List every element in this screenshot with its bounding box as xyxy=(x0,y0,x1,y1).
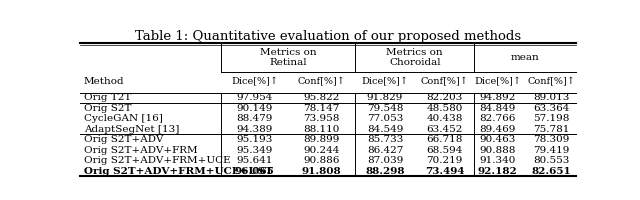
Text: 48.580: 48.580 xyxy=(426,104,463,113)
Text: Dice[%]↑: Dice[%]↑ xyxy=(231,77,278,86)
Text: 80.553: 80.553 xyxy=(533,156,570,165)
Text: Dice[%]↑: Dice[%]↑ xyxy=(362,77,408,86)
Text: 82.766: 82.766 xyxy=(479,114,516,123)
Text: Conf[%]↑: Conf[%]↑ xyxy=(298,77,346,86)
Text: 89.469: 89.469 xyxy=(479,125,516,134)
Text: 79.419: 79.419 xyxy=(533,146,570,155)
Text: 92.182: 92.182 xyxy=(477,167,518,176)
Text: 73.958: 73.958 xyxy=(303,114,340,123)
Text: 86.427: 86.427 xyxy=(367,146,403,155)
Text: 89.013: 89.013 xyxy=(533,93,570,102)
Text: mean: mean xyxy=(511,53,540,62)
Text: 85.733: 85.733 xyxy=(367,135,403,144)
Text: 90.886: 90.886 xyxy=(303,156,340,165)
Text: Orig S2T+ADV+FRM+UCE+UST: Orig S2T+ADV+FRM+UCE+UST xyxy=(84,167,273,176)
Text: Conf[%]↑: Conf[%]↑ xyxy=(420,77,468,86)
Text: Dice[%]↑: Dice[%]↑ xyxy=(474,77,521,86)
Text: 94.389: 94.389 xyxy=(236,125,273,134)
Text: Conf[%]↑: Conf[%]↑ xyxy=(527,77,575,86)
Text: 57.198: 57.198 xyxy=(533,114,570,123)
Text: Metrics on
Retinal: Metrics on Retinal xyxy=(260,48,317,67)
Text: 84.849: 84.849 xyxy=(479,104,516,113)
Text: 91.340: 91.340 xyxy=(479,156,516,165)
Text: 91.829: 91.829 xyxy=(367,93,403,102)
Text: 95.641: 95.641 xyxy=(236,156,273,165)
Text: Orig S2T+ADV: Orig S2T+ADV xyxy=(84,135,163,144)
Text: 78.147: 78.147 xyxy=(303,104,340,113)
Text: 88.298: 88.298 xyxy=(365,167,404,176)
Text: 97.954: 97.954 xyxy=(236,93,273,102)
Text: Orig S2T: Orig S2T xyxy=(84,104,131,113)
Text: AdaptSegNet [13]: AdaptSegNet [13] xyxy=(84,125,179,134)
Text: 89.899: 89.899 xyxy=(303,135,340,144)
Text: 78.309: 78.309 xyxy=(533,135,570,144)
Text: 95.349: 95.349 xyxy=(236,146,273,155)
Text: CycleGAN [16]: CycleGAN [16] xyxy=(84,114,163,123)
Text: 68.594: 68.594 xyxy=(426,146,463,155)
Text: 82.651: 82.651 xyxy=(531,167,571,176)
Text: 90.244: 90.244 xyxy=(303,146,340,155)
Text: 75.781: 75.781 xyxy=(533,125,570,134)
Text: 73.494: 73.494 xyxy=(425,167,464,176)
Text: 70.219: 70.219 xyxy=(426,156,463,165)
Text: 82.203: 82.203 xyxy=(426,93,463,102)
Text: Orig T2T: Orig T2T xyxy=(84,93,131,102)
Text: 79.548: 79.548 xyxy=(367,104,403,113)
Text: 90.888: 90.888 xyxy=(479,146,516,155)
Text: 88.110: 88.110 xyxy=(303,125,340,134)
Text: 91.808: 91.808 xyxy=(301,167,341,176)
Text: Orig S2T+ADV+FRM+UCE: Orig S2T+ADV+FRM+UCE xyxy=(84,156,230,165)
Text: Metrics on
Choroidal: Metrics on Choroidal xyxy=(387,48,443,67)
Text: 84.549: 84.549 xyxy=(367,125,403,134)
Text: Method: Method xyxy=(84,77,125,86)
Text: 66.718: 66.718 xyxy=(426,135,463,144)
Text: 96.065: 96.065 xyxy=(235,167,275,176)
Text: 90.463: 90.463 xyxy=(479,135,516,144)
Text: 63.452: 63.452 xyxy=(426,125,463,134)
Text: 94.892: 94.892 xyxy=(479,93,516,102)
Text: 63.364: 63.364 xyxy=(533,104,570,113)
Text: Table 1: Quantitative evaluation of our proposed methods: Table 1: Quantitative evaluation of our … xyxy=(135,30,521,43)
Text: 95.822: 95.822 xyxy=(303,93,340,102)
Text: 77.053: 77.053 xyxy=(367,114,403,123)
Text: 40.438: 40.438 xyxy=(426,114,463,123)
Text: Orig S2T+ADV+FRM: Orig S2T+ADV+FRM xyxy=(84,146,198,155)
Text: 90.149: 90.149 xyxy=(236,104,273,113)
Text: 95.193: 95.193 xyxy=(236,135,273,144)
Text: 87.039: 87.039 xyxy=(367,156,403,165)
Text: 88.479: 88.479 xyxy=(236,114,273,123)
